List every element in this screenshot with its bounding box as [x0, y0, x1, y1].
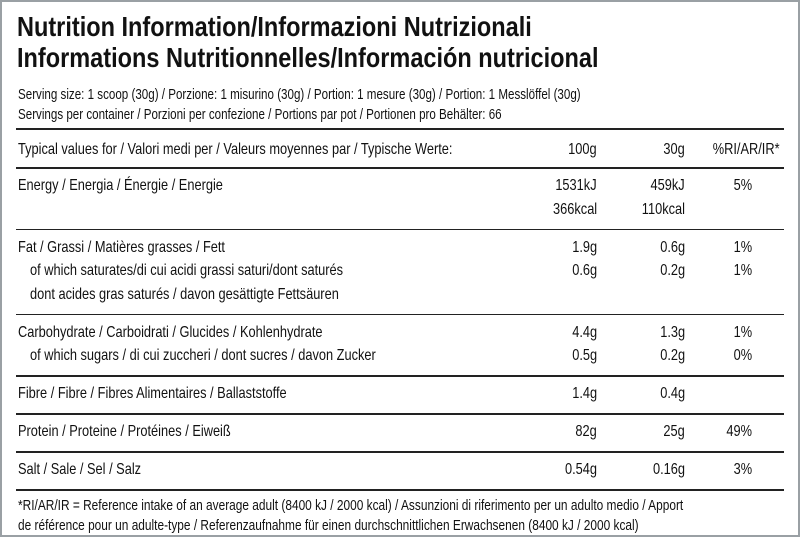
value-cell: 366kcal [552, 200, 597, 218]
footnote: de référence pour un adulte-type / Refer… [18, 518, 639, 534]
rule [16, 451, 784, 453]
row-label: Salt / Sale / Sel / Salz [18, 461, 142, 478]
row-label: Protein / Proteine / Protéines / Eiweiß [18, 423, 231, 440]
ri-cell: 49% [726, 423, 752, 440]
rule [16, 167, 784, 169]
row-label: Fat / Grassi / Matières grasses / Fett [18, 238, 225, 256]
header-cell: 30g [663, 141, 685, 158]
row-label: of which saturates/di cui acidi grassi s… [30, 262, 344, 279]
rule [16, 313, 784, 315]
value-cell: 4.4g [572, 323, 597, 341]
footnote: *RI/AR/IR = Reference intake of an avera… [18, 498, 684, 514]
value-cell: 1.4g [572, 385, 597, 402]
ri-cell: 1% [733, 323, 753, 341]
value-cell: 0.6g [660, 238, 685, 256]
serving-info: Servings per container / Porzioni per co… [18, 107, 502, 123]
value-cell: 1.3g [660, 323, 685, 341]
value-cell: 82g [575, 423, 597, 440]
value-cell: 459kJ [650, 177, 685, 194]
ri-cell: 3% [733, 461, 753, 478]
header-cell: 100g [568, 141, 597, 158]
row-label: Carbohydrate / Carboidrati / Glucides / … [18, 323, 323, 341]
rule [16, 128, 784, 130]
rule [16, 228, 784, 230]
value-cell: 0.16g [652, 461, 685, 478]
row-label: of which sugars / di cui zuccheri / dont… [30, 347, 376, 364]
title: Informations Nutritionnelles/Información… [17, 42, 599, 73]
row-label: Fibre / Fibre / Fibres Alimentaires / Ba… [18, 385, 287, 402]
value-cell: 1531kJ [555, 177, 597, 194]
serving-info: Serving size: 1 scoop (30g) / Porzione: … [18, 87, 581, 103]
value-cell: 110kcal [641, 200, 685, 218]
title: Nutrition Information/Informazioni Nutri… [17, 11, 532, 42]
value-cell: 25g [663, 423, 685, 440]
rule [16, 489, 784, 491]
value-cell: 0.54g [564, 461, 597, 478]
value-cell: 1.9g [572, 238, 597, 256]
row-label: Energy / Energia / Énergie / Energie [18, 177, 223, 194]
value-cell: 0.6g [572, 262, 597, 279]
value-cell: 0.4g [660, 385, 685, 402]
ri-cell: 1% [733, 262, 753, 279]
ri-cell: 1% [733, 238, 753, 256]
header-label: Typical values for / Valori medi per / V… [18, 141, 453, 158]
value-cell: 0.5g [572, 347, 597, 364]
value-cell: 0.2g [660, 262, 685, 279]
rule [16, 375, 784, 377]
value-cell: 0.2g [660, 347, 685, 364]
rule [16, 413, 784, 415]
row-label: dont acides gras saturés / davon gesätti… [30, 285, 339, 303]
ri-cell: 0% [733, 347, 753, 364]
ri-cell: 5% [733, 177, 753, 194]
header-cell: %RI/AR/IR* [713, 141, 780, 158]
